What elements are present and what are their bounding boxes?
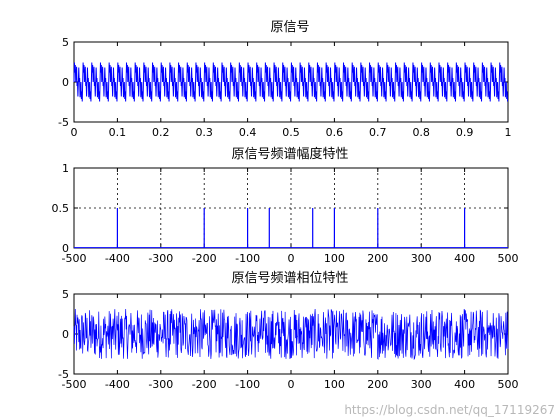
xtick-label: 200 [367, 252, 388, 265]
xtick-label: 400 [454, 378, 475, 391]
xtick-label: 500 [498, 252, 519, 265]
subplot-1-ticks: 0 0.1 0.2 0.3 0.4 0.5 0.6 0.7 0.8 0.9 1-505 [58, 36, 511, 139]
ytick-label: 5 [62, 36, 69, 49]
xtick-label: 300 [411, 378, 432, 391]
xtick-label: 0 [71, 126, 78, 139]
ytick-label: 1 [62, 162, 69, 175]
xtick-label: 0.1 [109, 126, 127, 139]
xtick-label: -200 [192, 252, 217, 265]
subplot-3-ticks: -500 -400 -300 -200 -100 0 100 200 300 400 500 -5 0 5 [58, 288, 518, 391]
xtick-label: -400 [105, 252, 130, 265]
subplot-2-spectrum [74, 208, 508, 249]
xtick-label: 0 [288, 378, 295, 391]
xtick-label: 0.4 [239, 126, 257, 139]
ytick-label: -5 [58, 368, 69, 381]
xtick-label: 0.8 [412, 126, 430, 139]
xtick-label: 500 [498, 378, 519, 391]
xtick-label: -300 [148, 252, 173, 265]
watermark: https://blog.csdn.net/qq_17119267 [344, 403, 555, 417]
xtick-label: 0.6 [326, 126, 344, 139]
xtick-label: 100 [324, 252, 345, 265]
xtick-label: -500 [62, 378, 87, 391]
xtick-label: -400 [105, 378, 130, 391]
subplot-3: 原信号频谱相位特性 -500 -400 -300 -200 -100 0 100 200 300… [58, 271, 518, 391]
xtick-label: 0.9 [456, 126, 474, 139]
subplot-1: 原信号 0 0.1 0.2 0.3 0.4 0.5 0.6 0.7 0.8 0.9 1-505 [58, 20, 511, 139]
subplot-3-title: 原信号频谱相位特性 [231, 271, 348, 286]
xtick-label: 0.2 [152, 126, 170, 139]
subplot-2-ticks: -500 -400 -300 -200 -100 0 100 200 300 400 500 0 0.5… [52, 162, 519, 265]
xtick-label: 200 [367, 378, 388, 391]
xtick-label: 0.5 [282, 126, 300, 139]
subplot-2: 原信号频谱幅度特性 -500 -400 -300 -200 -100 0 100 200 300… [52, 146, 519, 265]
xtick-label: 300 [411, 252, 432, 265]
ytick-label: -5 [58, 116, 69, 129]
xtick-label: 1 [505, 126, 512, 139]
xtick-label: -200 [192, 378, 217, 391]
subplot-3-phase-line [73, 308, 509, 361]
ytick-label: 5 [62, 288, 69, 301]
xtick-label: -300 [148, 378, 173, 391]
ytick-label: 0 [62, 76, 69, 89]
xtick-label: 400 [454, 252, 475, 265]
subplot-1-title: 原信号 [270, 20, 309, 35]
xtick-label: -100 [235, 252, 260, 265]
ytick-label: 0 [62, 328, 69, 341]
subplot-1-signal-line [73, 62, 509, 102]
xtick-label: 0 [288, 252, 295, 265]
ytick-label: 0 [62, 242, 69, 255]
subplot-2-title: 原信号频谱幅度特性 [231, 146, 348, 162]
ytick-label: 0.5 [52, 202, 70, 215]
xtick-label: -100 [235, 378, 260, 391]
xtick-label: 100 [324, 378, 345, 391]
xtick-label: 0.3 [195, 126, 213, 139]
xtick-label: -500 [62, 252, 87, 265]
xtick-label: 0.7 [369, 126, 387, 139]
